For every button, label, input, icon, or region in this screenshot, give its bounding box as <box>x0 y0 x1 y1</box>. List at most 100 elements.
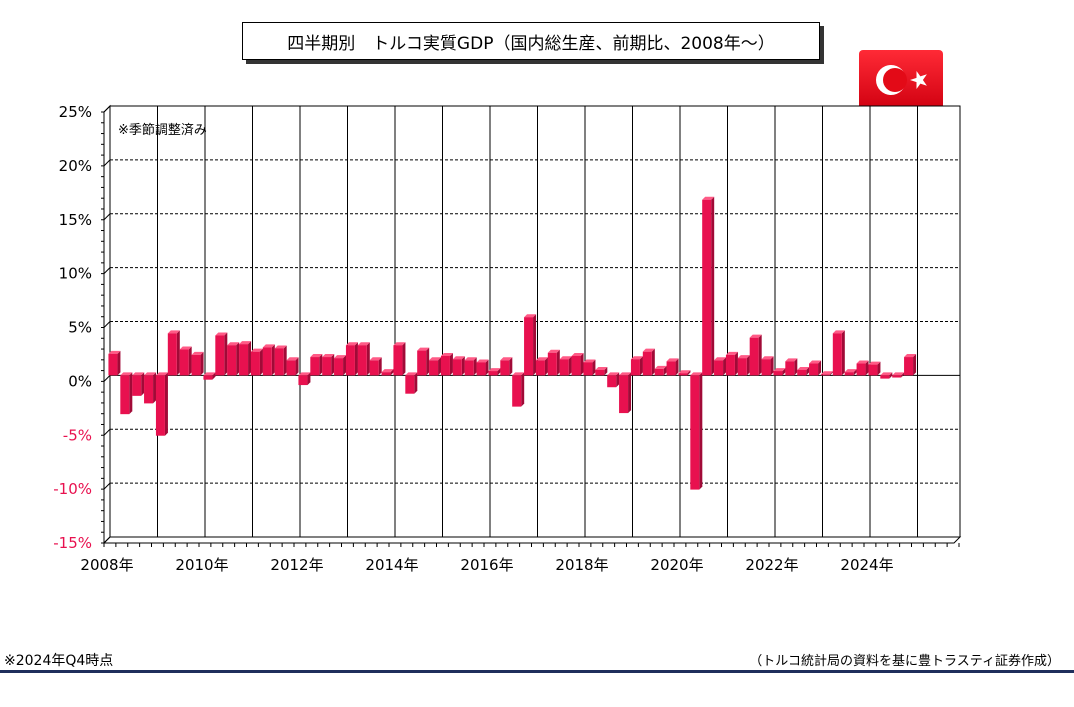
bar-top <box>880 372 893 376</box>
y-tick-label: 25% <box>59 103 92 121</box>
plot-floor <box>102 536 962 544</box>
bar <box>725 354 735 376</box>
bar <box>108 353 118 376</box>
bar-top <box>904 354 917 358</box>
x-tick-label: 2016年 <box>460 556 513 574</box>
bar-top <box>132 372 145 376</box>
bar-top <box>239 341 252 345</box>
bar <box>868 364 878 376</box>
bar <box>476 362 486 376</box>
bar <box>369 360 379 376</box>
y-tick-label: 20% <box>59 157 92 175</box>
bar-side <box>651 348 655 376</box>
bar-side <box>224 332 228 376</box>
bar-top <box>262 344 275 348</box>
x-tick-label: 2020年 <box>650 556 703 574</box>
bar-top <box>619 372 632 376</box>
bar <box>785 361 795 376</box>
bar-top <box>749 334 762 338</box>
bar-side <box>841 330 845 376</box>
bar <box>191 354 201 376</box>
bar-side <box>343 355 347 376</box>
y-tick-label: -15% <box>53 534 92 552</box>
bar <box>654 368 664 376</box>
bar <box>215 335 225 376</box>
bar-side <box>901 372 905 378</box>
bar-top <box>191 351 204 355</box>
bar <box>880 375 890 379</box>
bar <box>547 352 557 376</box>
bar <box>286 360 296 376</box>
bar-side <box>533 314 537 376</box>
bar <box>666 361 676 376</box>
bar <box>892 375 902 378</box>
chart-title: 四半期別 トルコ実質GDP（国内総生産、前期比、2008年～） <box>242 22 820 60</box>
bar-side <box>782 368 786 376</box>
bar-top <box>868 361 881 365</box>
y-side-gridline <box>103 536 111 544</box>
y-tick-label: -5% <box>63 426 92 444</box>
x-tick-label: 2024年 <box>840 556 893 574</box>
y-side-gridline <box>103 321 111 328</box>
bar-side <box>509 357 513 376</box>
bar-top <box>452 356 465 360</box>
bar-top <box>571 352 584 356</box>
bar <box>761 359 771 376</box>
bar-top <box>856 360 869 364</box>
bar-side <box>865 360 869 376</box>
bar-side <box>711 196 715 376</box>
bar-side <box>616 372 620 388</box>
y-tick-label: 0% <box>68 372 92 390</box>
bar-top <box>714 357 727 361</box>
bar <box>239 344 249 376</box>
bar-side <box>794 358 798 376</box>
bar <box>203 375 213 380</box>
x-tick-label: 2008年 <box>80 556 133 574</box>
bar-top <box>583 359 596 363</box>
bar-top <box>654 365 667 369</box>
bar-top <box>535 357 548 361</box>
bar-top <box>642 348 655 352</box>
x-tick-label: 2018年 <box>555 556 608 574</box>
bar-side <box>568 356 572 376</box>
bar-side <box>212 372 216 380</box>
bar <box>500 360 510 376</box>
bar-top <box>797 366 810 370</box>
bar-top <box>809 360 822 364</box>
chart-title-text: 四半期別 トルコ実質GDP（国内総生産、前期比、2008年～） <box>287 33 775 54</box>
bar-top <box>666 358 679 362</box>
y-side-gridline <box>103 267 111 274</box>
bar-top <box>429 357 442 361</box>
bar-side <box>461 356 465 376</box>
bar-side <box>295 357 299 376</box>
bar-side <box>497 368 501 376</box>
y-side-gridline <box>103 375 111 382</box>
bar-top <box>286 357 299 361</box>
bar-side <box>628 372 632 414</box>
bar-side <box>556 349 560 376</box>
bar <box>429 360 439 376</box>
bar <box>464 360 474 376</box>
bar <box>334 358 344 376</box>
bottom-rule <box>0 670 1074 673</box>
bar <box>797 369 807 376</box>
bar-side <box>580 352 584 376</box>
bar-top <box>464 357 477 361</box>
bar-top <box>559 356 572 360</box>
y-tick-label: 10% <box>59 265 92 283</box>
bar-top <box>345 342 358 346</box>
bar-top <box>440 352 453 356</box>
bar-side <box>117 350 121 376</box>
bar-side <box>758 334 762 376</box>
bar <box>120 375 130 415</box>
x-tick-label: 2012年 <box>270 556 323 574</box>
bar <box>167 333 177 376</box>
bar <box>227 345 237 376</box>
bar-top <box>167 330 180 334</box>
bar-top <box>737 355 750 359</box>
bar <box>832 333 842 376</box>
bar-side <box>687 370 691 376</box>
bar-top <box>250 348 263 352</box>
bar <box>488 371 498 376</box>
